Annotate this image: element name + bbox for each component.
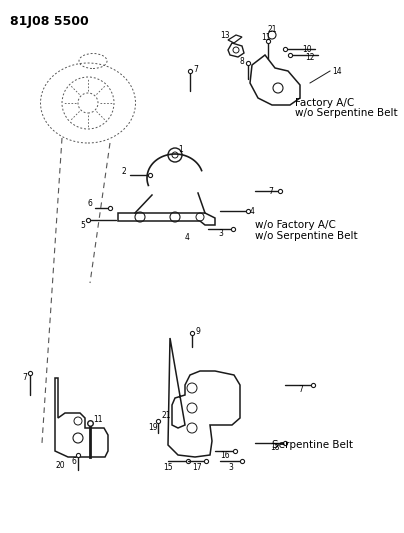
- Text: 11: 11: [261, 34, 271, 43]
- Text: 81J08 5500: 81J08 5500: [10, 15, 89, 28]
- Text: 17: 17: [192, 463, 202, 472]
- Text: 20: 20: [55, 462, 65, 471]
- Text: 12: 12: [305, 52, 314, 61]
- Text: 21: 21: [267, 25, 276, 34]
- Text: 7: 7: [298, 384, 303, 393]
- Text: 21: 21: [162, 410, 172, 419]
- Text: 7: 7: [268, 187, 273, 196]
- Text: 7: 7: [193, 66, 198, 75]
- Text: 14: 14: [332, 67, 342, 76]
- Text: 3: 3: [228, 463, 233, 472]
- Text: 6: 6: [72, 456, 77, 465]
- Text: 9: 9: [195, 327, 200, 335]
- Text: 5: 5: [80, 221, 85, 230]
- Text: 4: 4: [185, 232, 190, 241]
- Text: 13: 13: [220, 30, 229, 39]
- Text: Serpentine Belt: Serpentine Belt: [272, 440, 353, 450]
- Text: w/o Serpentine Belt: w/o Serpentine Belt: [255, 231, 358, 241]
- Text: 19: 19: [148, 424, 158, 432]
- Text: 8: 8: [240, 56, 245, 66]
- Text: w/o Factory A/C: w/o Factory A/C: [255, 220, 336, 230]
- Text: 3: 3: [218, 229, 223, 238]
- Text: 10: 10: [302, 44, 311, 53]
- Text: 1: 1: [178, 146, 183, 155]
- Text: Factory A/C: Factory A/C: [295, 98, 354, 108]
- Text: 4: 4: [250, 206, 255, 215]
- Text: 16: 16: [220, 451, 229, 461]
- Text: 6: 6: [87, 198, 92, 207]
- Text: w/o Serpentine Belt: w/o Serpentine Belt: [295, 108, 398, 118]
- Text: 18: 18: [270, 443, 280, 453]
- Text: 11: 11: [93, 416, 103, 424]
- Text: 7: 7: [22, 374, 27, 383]
- Text: 2: 2: [122, 166, 127, 175]
- Text: 15: 15: [163, 463, 173, 472]
